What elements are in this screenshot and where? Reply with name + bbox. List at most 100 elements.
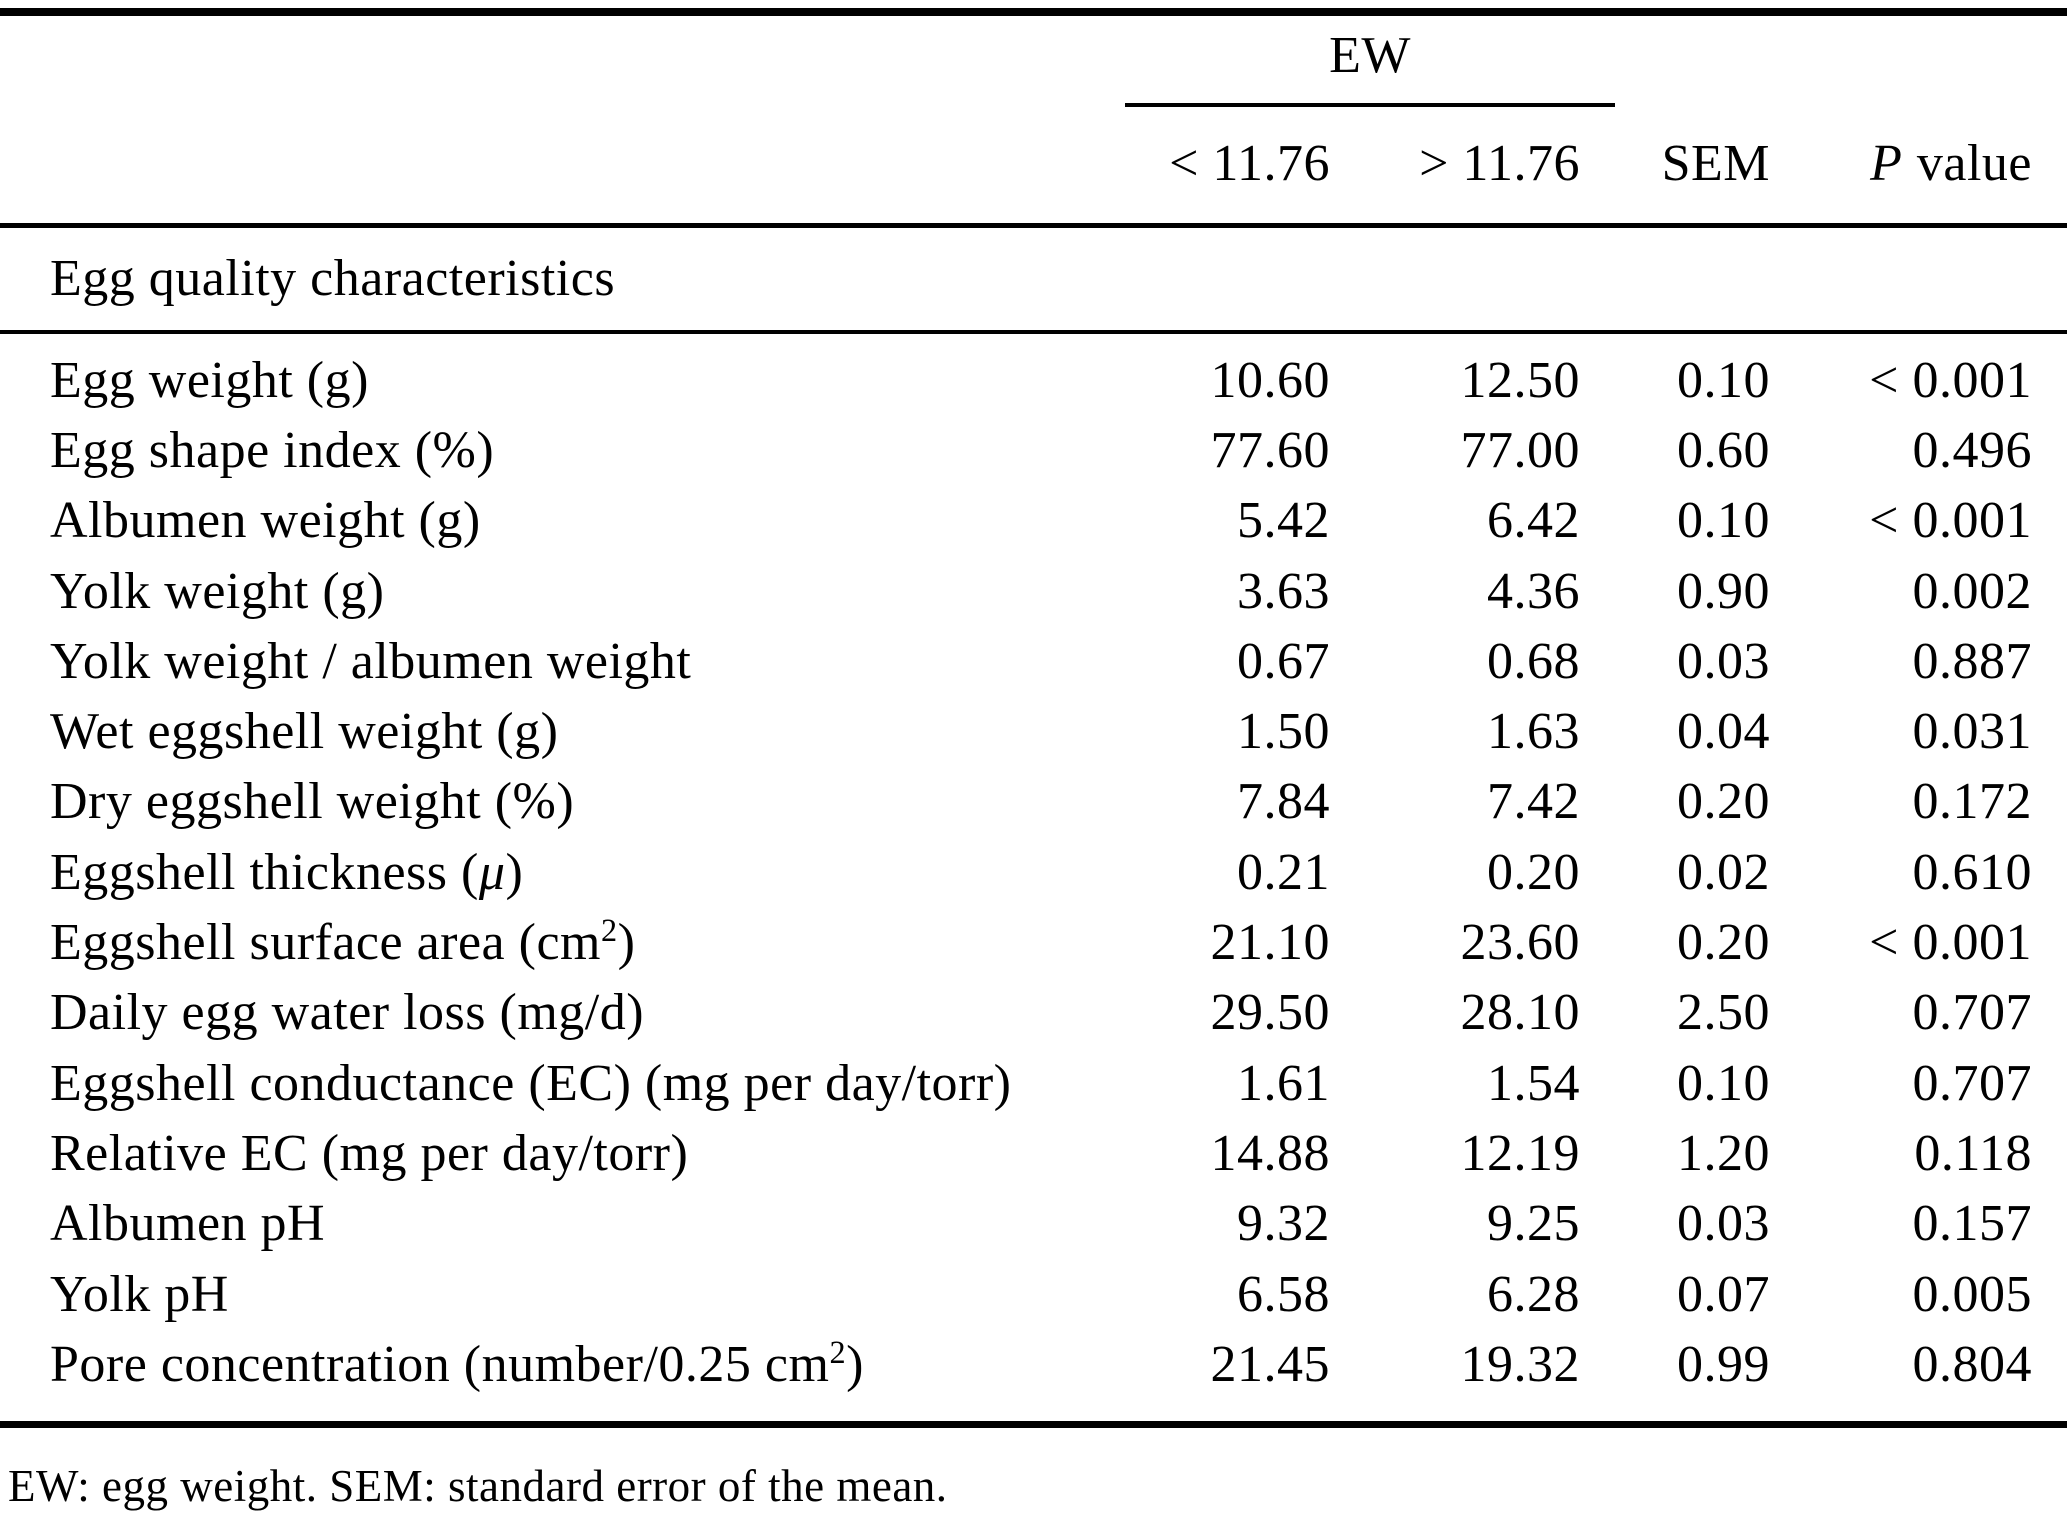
table-row: Wet eggshell weight (g) 1.50 1.63 0.04 0.031 bbox=[0, 696, 2067, 766]
value-ew-gt: 7.42 bbox=[1487, 773, 1580, 831]
value-ew-lt: 7.84 bbox=[1237, 773, 1330, 831]
value-p: 0.157 bbox=[1912, 1195, 2032, 1253]
value-sem: 0.07 bbox=[1677, 1265, 1770, 1323]
value-sem: 0.03 bbox=[1677, 1195, 1770, 1253]
value-p: 0.118 bbox=[1914, 1124, 2032, 1182]
value-ew-lt: 77.60 bbox=[1210, 421, 1330, 479]
p-value-italic-p: P bbox=[1870, 134, 1903, 192]
label-text: Egg shape index (%) bbox=[50, 421, 495, 479]
label-text: ) bbox=[846, 1335, 864, 1393]
table-row: Daily egg water loss (mg/d) 29.50 28.10 2.5… bbox=[0, 978, 2067, 1048]
label-text: Dry eggshell weight (%) bbox=[50, 773, 575, 831]
label-superscript: 2 bbox=[600, 913, 618, 949]
table-row: Yolk weight (g) 3.63 4.36 0.90 0.002 bbox=[0, 556, 2067, 626]
table-row: Albumen weight (g) 5.42 6.42 0.10 < 0.001 bbox=[0, 486, 2067, 556]
row-label: Dry eggshell weight (%) bbox=[0, 772, 1150, 831]
value-ew-gt: 23.60 bbox=[1460, 914, 1580, 972]
table-row: Dry eggshell weight (%) 7.84 7.42 0.20 0.172 bbox=[0, 767, 2067, 837]
value-sem: 0.90 bbox=[1677, 562, 1770, 620]
label-symbol: μ bbox=[478, 843, 506, 901]
label-superscript: 2 bbox=[829, 1334, 847, 1371]
label-text: ) bbox=[505, 843, 524, 901]
value-sem: 2.50 bbox=[1677, 984, 1770, 1042]
table-row: Yolk pH 6.58 6.28 0.07 0.005 bbox=[0, 1259, 2067, 1329]
value-sem: 0.04 bbox=[1677, 703, 1770, 761]
table-row: Albumen pH 9.32 9.25 0.03 0.157 bbox=[0, 1189, 2067, 1259]
value-ew-lt: 14.88 bbox=[1210, 1124, 1330, 1182]
label-text: ) bbox=[617, 914, 636, 972]
table-row: Yolk weight / albumen weight 0.67 0.68 0.03… bbox=[0, 626, 2067, 696]
section-header: Egg quality characteristics bbox=[50, 250, 616, 307]
value-ew-lt: 21.45 bbox=[1210, 1335, 1330, 1393]
col-header-gt-11-76: > 11.76 bbox=[1419, 134, 1580, 192]
value-ew-gt: 1.63 bbox=[1487, 703, 1580, 761]
value-ew-gt: 0.68 bbox=[1487, 632, 1580, 690]
value-p: 0.887 bbox=[1912, 632, 2032, 690]
table-rows: Egg weight (g) 10.60 12.50 0.10 < 0.001 Egg s… bbox=[0, 345, 2067, 1399]
row-label: Yolk weight (g) bbox=[0, 562, 1150, 621]
value-p: < 0.001 bbox=[1869, 351, 2032, 409]
value-p: 0.707 bbox=[1912, 984, 2032, 1042]
label-text: Albumen weight (g) bbox=[50, 492, 481, 550]
value-ew-lt: 0.21 bbox=[1237, 843, 1330, 901]
label-text: Daily egg water loss (mg/d) bbox=[50, 984, 645, 1042]
label-text: Wet eggshell weight (g) bbox=[50, 703, 559, 761]
value-sem: 1.20 bbox=[1677, 1124, 1770, 1182]
value-ew-lt: 10.60 bbox=[1210, 351, 1330, 409]
table-footnote: EW: egg weight. SEM: standard error of t… bbox=[8, 1461, 948, 1511]
label-text: Albumen pH bbox=[50, 1195, 326, 1253]
value-ew-lt: 1.61 bbox=[1237, 1054, 1330, 1112]
col-header-sem: SEM bbox=[1661, 134, 1770, 192]
p-value-word: value bbox=[1916, 134, 2032, 192]
row-label: Eggshell conductance (EC) (mg per day/to… bbox=[0, 1054, 1150, 1113]
value-sem: 0.10 bbox=[1677, 351, 1770, 409]
table-row: Eggshell surface area (cm2) 21.10 23.60 0.2… bbox=[0, 907, 2067, 977]
label-text: Relative EC (mg per day/torr) bbox=[50, 1124, 689, 1182]
value-sem: 0.60 bbox=[1677, 421, 1770, 479]
value-p: 0.031 bbox=[1912, 703, 2032, 761]
label-text: Eggshell conductance (EC) (mg per day/to… bbox=[50, 1054, 1012, 1112]
header-bottom-rule bbox=[0, 223, 2067, 228]
row-label: Eggshell thickness (μ) bbox=[0, 843, 1150, 902]
table-row: Relative EC (mg per day/torr) 14.88 12.19 1… bbox=[0, 1118, 2067, 1188]
label-text: Eggshell surface area (cm bbox=[50, 914, 601, 972]
value-ew-gt: 6.28 bbox=[1487, 1265, 1580, 1323]
label-text: Egg weight (g) bbox=[50, 351, 369, 409]
value-ew-gt: 4.36 bbox=[1487, 562, 1580, 620]
value-p: 0.610 bbox=[1912, 843, 2032, 901]
value-ew-lt: 1.50 bbox=[1237, 703, 1330, 761]
value-ew-lt: 21.10 bbox=[1210, 914, 1330, 972]
label-text: Eggshell thickness ( bbox=[50, 843, 479, 901]
row-label: Albumen pH bbox=[0, 1194, 1150, 1253]
value-sem: 0.10 bbox=[1677, 1054, 1770, 1112]
value-p: 0.496 bbox=[1912, 421, 2032, 479]
top-rule bbox=[0, 8, 2067, 16]
value-ew-lt: 3.63 bbox=[1237, 562, 1330, 620]
row-label: Yolk weight / albumen weight bbox=[0, 632, 1150, 691]
value-ew-lt: 0.67 bbox=[1237, 632, 1330, 690]
row-label: Relative EC (mg per day/torr) bbox=[0, 1124, 1150, 1183]
value-ew-lt: 29.50 bbox=[1210, 984, 1330, 1042]
value-p: 0.002 bbox=[1912, 562, 2032, 620]
label-text: Pore concentration (number/0.25 cm bbox=[50, 1335, 830, 1393]
value-sem: 0.20 bbox=[1677, 773, 1770, 831]
value-ew-gt: 77.00 bbox=[1460, 421, 1580, 479]
row-label: Egg shape index (%) bbox=[0, 421, 1150, 480]
row-label: Pore concentration (number/0.25 cm2) bbox=[0, 1335, 1150, 1394]
value-p: 0.172 bbox=[1912, 773, 2032, 831]
value-sem: 0.20 bbox=[1677, 914, 1770, 972]
row-label: Yolk pH bbox=[0, 1265, 1150, 1324]
ew-group-underline bbox=[1125, 103, 1615, 107]
value-ew-gt: 0.20 bbox=[1487, 843, 1580, 901]
value-p: 0.804 bbox=[1912, 1335, 2032, 1393]
value-ew-lt: 6.58 bbox=[1237, 1265, 1330, 1323]
value-p: < 0.001 bbox=[1869, 914, 2032, 972]
section-rule bbox=[0, 330, 2067, 334]
value-ew-gt: 12.50 bbox=[1460, 351, 1580, 409]
label-text: Yolk weight / albumen weight bbox=[50, 632, 692, 690]
row-label: Daily egg water loss (mg/d) bbox=[0, 983, 1150, 1042]
value-ew-gt: 1.54 bbox=[1487, 1054, 1580, 1112]
